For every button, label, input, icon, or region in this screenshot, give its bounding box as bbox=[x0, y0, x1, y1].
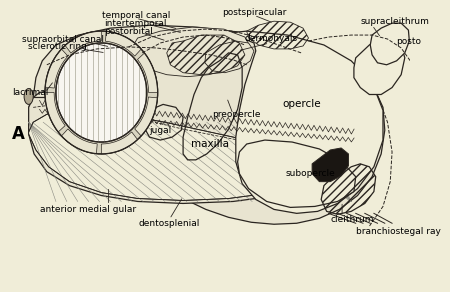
Text: posto: posto bbox=[396, 36, 422, 46]
Text: subopercle: subopercle bbox=[285, 169, 335, 178]
Circle shape bbox=[45, 31, 158, 154]
Polygon shape bbox=[370, 23, 410, 65]
Text: postorbital: postorbital bbox=[104, 27, 153, 36]
Polygon shape bbox=[50, 59, 74, 91]
Polygon shape bbox=[105, 31, 141, 56]
Polygon shape bbox=[45, 49, 68, 88]
Ellipse shape bbox=[24, 88, 33, 105]
Polygon shape bbox=[101, 132, 138, 154]
Text: branchiostegal ray: branchiostegal ray bbox=[356, 227, 441, 236]
Polygon shape bbox=[135, 97, 157, 136]
Text: anterior medial gular: anterior medial gular bbox=[40, 205, 135, 214]
Text: opercle: opercle bbox=[282, 99, 320, 110]
Polygon shape bbox=[45, 93, 65, 132]
Polygon shape bbox=[354, 38, 405, 95]
Text: sclerotic ring: sclerotic ring bbox=[28, 42, 87, 51]
Text: supraorbital canal: supraorbital canal bbox=[22, 34, 104, 44]
Polygon shape bbox=[210, 31, 383, 213]
Polygon shape bbox=[62, 129, 97, 154]
Text: intertemporal: intertemporal bbox=[104, 19, 167, 28]
Text: temporal canal: temporal canal bbox=[102, 11, 170, 20]
Text: dentosplenial: dentosplenial bbox=[139, 219, 200, 228]
Circle shape bbox=[56, 43, 147, 142]
Polygon shape bbox=[205, 41, 254, 73]
Polygon shape bbox=[130, 27, 251, 77]
Text: preopercle: preopercle bbox=[212, 110, 261, 119]
Text: supracleithrum: supracleithrum bbox=[360, 17, 429, 26]
Text: cleithrum: cleithrum bbox=[330, 215, 374, 224]
Polygon shape bbox=[65, 31, 101, 53]
Text: maxilla: maxilla bbox=[191, 139, 230, 149]
Polygon shape bbox=[33, 25, 385, 224]
Text: lacrimal: lacrimal bbox=[12, 88, 49, 97]
Text: A: A bbox=[12, 125, 25, 143]
Polygon shape bbox=[312, 148, 348, 182]
Polygon shape bbox=[29, 110, 333, 201]
Text: dermohyals: dermohyals bbox=[245, 34, 298, 43]
Polygon shape bbox=[138, 53, 157, 93]
Text: jugal: jugal bbox=[149, 126, 171, 135]
Polygon shape bbox=[238, 140, 356, 207]
Polygon shape bbox=[29, 98, 356, 204]
Text: postspiracular: postspiracular bbox=[222, 8, 286, 17]
